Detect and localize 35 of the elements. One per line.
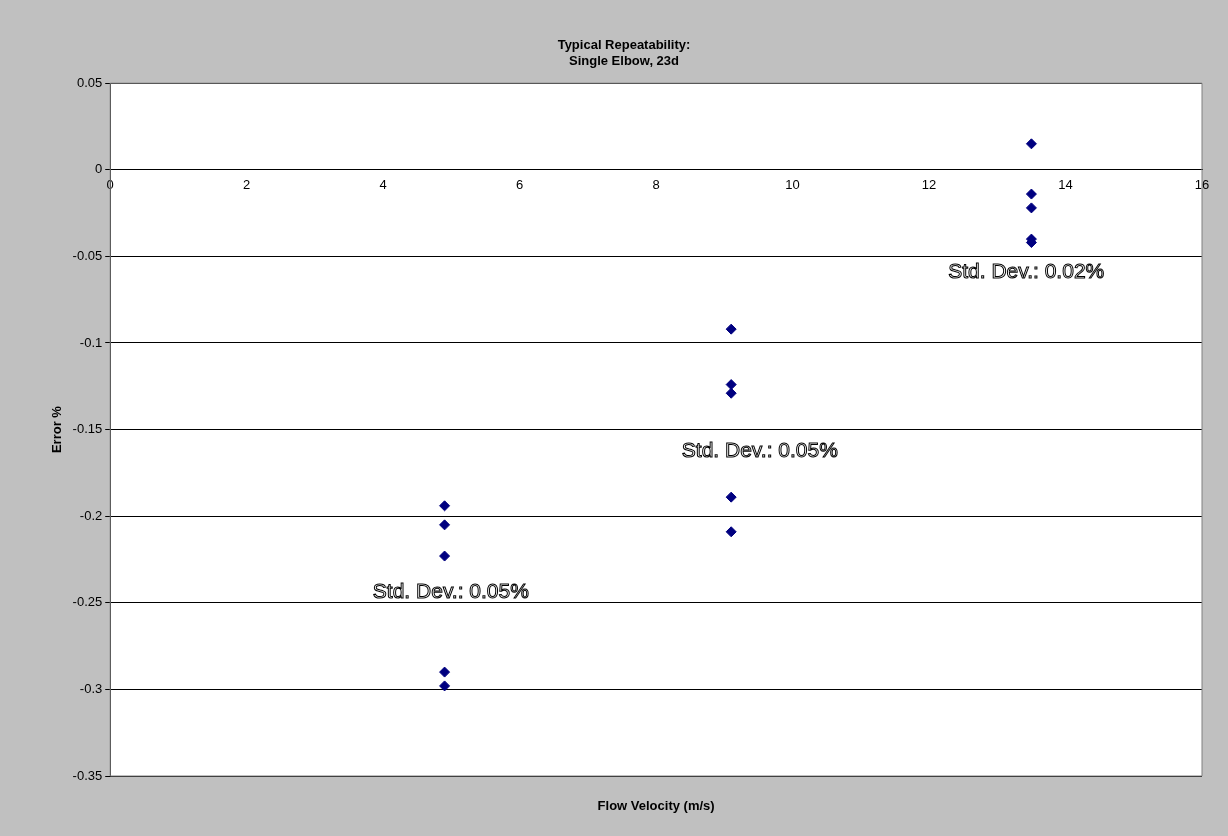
point bbox=[725, 491, 737, 503]
annotation: Std. Dev.: 0.05% bbox=[681, 437, 838, 461]
x-tick-label: 6 bbox=[516, 177, 524, 193]
y-tick-label: 0 bbox=[95, 161, 103, 177]
y-tick-label: 0.05 bbox=[76, 74, 103, 90]
x-tick-label: 8 bbox=[652, 177, 660, 193]
point bbox=[725, 323, 737, 335]
y-axis-title: Error % bbox=[49, 405, 65, 454]
x-tick-label: 12 bbox=[921, 177, 937, 193]
chart-title: Typical Repeatability: Single Elbow, 23d bbox=[557, 37, 691, 68]
point bbox=[1025, 138, 1037, 150]
x-tick-label: 16 bbox=[1194, 177, 1210, 193]
x-tick-label: 10 bbox=[785, 177, 800, 193]
y-tick-label: -0.2 bbox=[79, 507, 103, 523]
y-tick-label: -0.3 bbox=[79, 680, 103, 696]
point bbox=[725, 526, 737, 538]
point bbox=[1025, 202, 1037, 214]
point bbox=[439, 550, 451, 562]
y-tick-label: -0.35 bbox=[72, 767, 103, 783]
y-tick-label: -0.25 bbox=[72, 594, 103, 610]
y-tick-label: -0.15 bbox=[72, 421, 103, 437]
y-tick-label: -0.1 bbox=[79, 334, 103, 350]
point bbox=[439, 680, 451, 692]
x-axis-title: Flow Velocity (m/s) bbox=[597, 797, 715, 813]
point bbox=[439, 666, 451, 678]
point bbox=[1025, 188, 1037, 200]
annotation: Std. Dev.: 0.05% bbox=[372, 579, 529, 603]
point bbox=[439, 500, 451, 512]
y-tick-label: -0.05 bbox=[72, 247, 103, 263]
point bbox=[725, 387, 737, 399]
point bbox=[439, 519, 451, 531]
x-tick-label: 4 bbox=[379, 177, 387, 193]
annotation: Std. Dev.: 0.02% bbox=[948, 259, 1105, 283]
x-tick-label: 14 bbox=[1058, 177, 1073, 193]
x-tick-label: 2 bbox=[243, 177, 251, 193]
